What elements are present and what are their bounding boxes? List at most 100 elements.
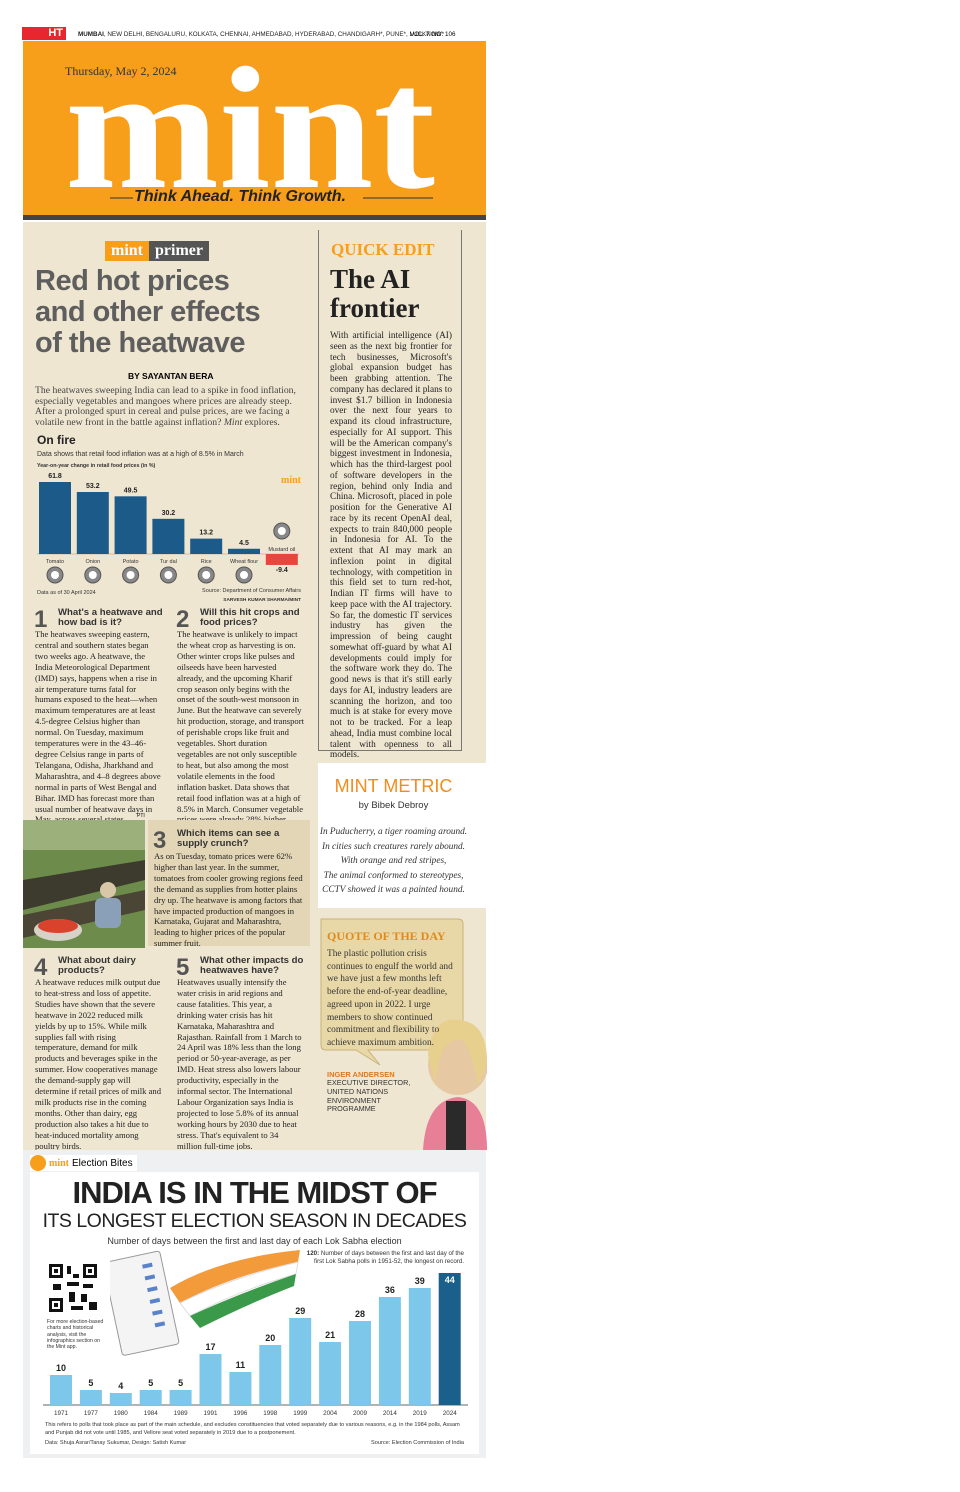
note: Data as of 30 April 2024: [37, 590, 96, 596]
category-label: Wheat flour: [230, 559, 258, 565]
intro: The heatwaves sweeping India can lead to…: [35, 385, 307, 428]
date: Thursday, May 2, 2024: [65, 64, 177, 78]
cities-lead: MUMBAI: [78, 31, 104, 38]
value-label: 49.5: [124, 487, 138, 494]
category-label: 1991: [203, 1410, 218, 1417]
headline-line: of the heatwave: [35, 327, 246, 359]
annotation-text: Number of days between the first and las…: [314, 1250, 464, 1265]
qr-note: For more election-based charts and histo…: [47, 1319, 104, 1351]
section-heading: What's a heatwave and how bad is it?: [58, 607, 163, 628]
category-label: 2004: [323, 1410, 338, 1417]
path: [23, 860, 145, 910]
value-label: 5: [178, 1378, 183, 1388]
category-label: 2019: [413, 1410, 428, 1417]
section-text: The heatwave is unlikely to impact the w…: [177, 629, 304, 835]
icon-inner: [51, 571, 59, 579]
poem-line: In Puducherry, a tiger roaming around.: [319, 827, 468, 837]
value-label: 5: [88, 1378, 93, 1388]
masthead-rule: [23, 215, 486, 220]
value-label: 61.8: [48, 473, 62, 480]
badge-mint: mint: [49, 1157, 69, 1169]
headline-line: Red hot prices: [35, 265, 230, 297]
title-line: ENVIRONMENT: [327, 1095, 381, 1105]
value-label: 36: [385, 1285, 395, 1295]
volume: VOL. 7: [410, 31, 430, 38]
value-label: 13.2: [199, 530, 213, 537]
icon-inner: [202, 571, 211, 579]
icon-inner: [240, 571, 248, 579]
section-text: Heatwaves usually intensify the water cr…: [177, 977, 302, 1151]
watermark: mint: [281, 475, 302, 486]
rect: [154, 1321, 166, 1328]
quick-edit-text: With artificial intelligence (AI) seen a…: [330, 331, 452, 761]
headline: Red hot prices and other effects of the …: [35, 265, 261, 359]
rect: [89, 1302, 97, 1310]
section-number: 1: [34, 606, 48, 633]
badge-text: Election Bites: [72, 1157, 133, 1169]
bar: [79, 1390, 102, 1405]
category-label: 1989: [174, 1410, 189, 1417]
bar: [114, 496, 147, 554]
rect: [81, 1294, 87, 1302]
rect: [67, 1266, 71, 1274]
badge-icon: [30, 1155, 46, 1171]
rect: [144, 1274, 156, 1281]
g: [54, 1269, 92, 1307]
bar: [438, 1273, 461, 1405]
section-text: A heatwave reduces milk output due to he…: [35, 977, 161, 1151]
category-label: 2024: [443, 1410, 458, 1417]
rect: [110, 1250, 180, 1356]
bar: [349, 1321, 371, 1405]
rect: [73, 1274, 79, 1278]
bar: [228, 548, 260, 554]
rect: [88, 1269, 92, 1273]
photo-credit: PTI: [137, 813, 145, 819]
value-label: 29: [295, 1306, 305, 1316]
category-label: 1980: [114, 1410, 129, 1417]
photo: PTI: [23, 820, 145, 948]
chart-subtitle: Data shows that retail food inflation wa…: [37, 451, 244, 458]
rect: [71, 1306, 83, 1310]
category-label: 1996: [233, 1410, 248, 1417]
election-credit: Data: Shuja Asrar/Tanay Sukumar, Design:…: [45, 1440, 187, 1446]
bar: [259, 1345, 282, 1405]
category-label: Rice: [201, 559, 212, 565]
value-label: 30.2: [162, 510, 176, 517]
poem-line: In cities such creatures rarely abound.: [321, 841, 466, 852]
title-line: UNITED NATIONS: [327, 1086, 389, 1096]
rect: [83, 1284, 93, 1288]
category-label: 1977: [84, 1410, 99, 1417]
path: [190, 1274, 296, 1328]
mint-metric-box: [318, 763, 487, 908]
cities: MUMBAI, NEW DELHI, BENGALURU, KOLKATA, C…: [78, 31, 444, 38]
value-label: 28: [355, 1309, 365, 1319]
path: [179, 1261, 299, 1317]
rect: [147, 1286, 158, 1293]
bar: [76, 492, 109, 554]
poem-line: CCTV showed it was a painted hound.: [322, 885, 465, 896]
rect: [69, 1292, 75, 1302]
bar: [39, 482, 71, 554]
intro-end: explores.: [242, 416, 280, 428]
quick-edit-box: [318, 230, 462, 751]
icon-inner: [126, 571, 135, 579]
category-label: 1971: [54, 1410, 69, 1417]
evm-illustration: [110, 1250, 300, 1356]
category-label: Potato: [123, 559, 139, 565]
section-number: 2: [176, 606, 190, 633]
icon-inner: [277, 527, 286, 535]
value-label: 11: [236, 1360, 246, 1370]
source: Source: Department of Consumer Affairs: [202, 588, 301, 594]
bar: [265, 554, 298, 565]
value-label: 21: [325, 1330, 335, 1340]
quick-edit-title: The AI frontier: [330, 264, 420, 323]
badge-mint: mint: [105, 241, 149, 261]
ht-logo: HT: [22, 27, 66, 40]
quick-edit-label: QUICK EDIT: [331, 240, 435, 259]
section-text: As on Tuesday, tomato prices were 62% hi…: [154, 851, 303, 949]
value-label: 4.5: [239, 540, 249, 547]
rect: [152, 1309, 163, 1316]
section-number: 3: [153, 827, 167, 854]
tagline: Think Ahead. Think Growth.: [134, 188, 346, 205]
